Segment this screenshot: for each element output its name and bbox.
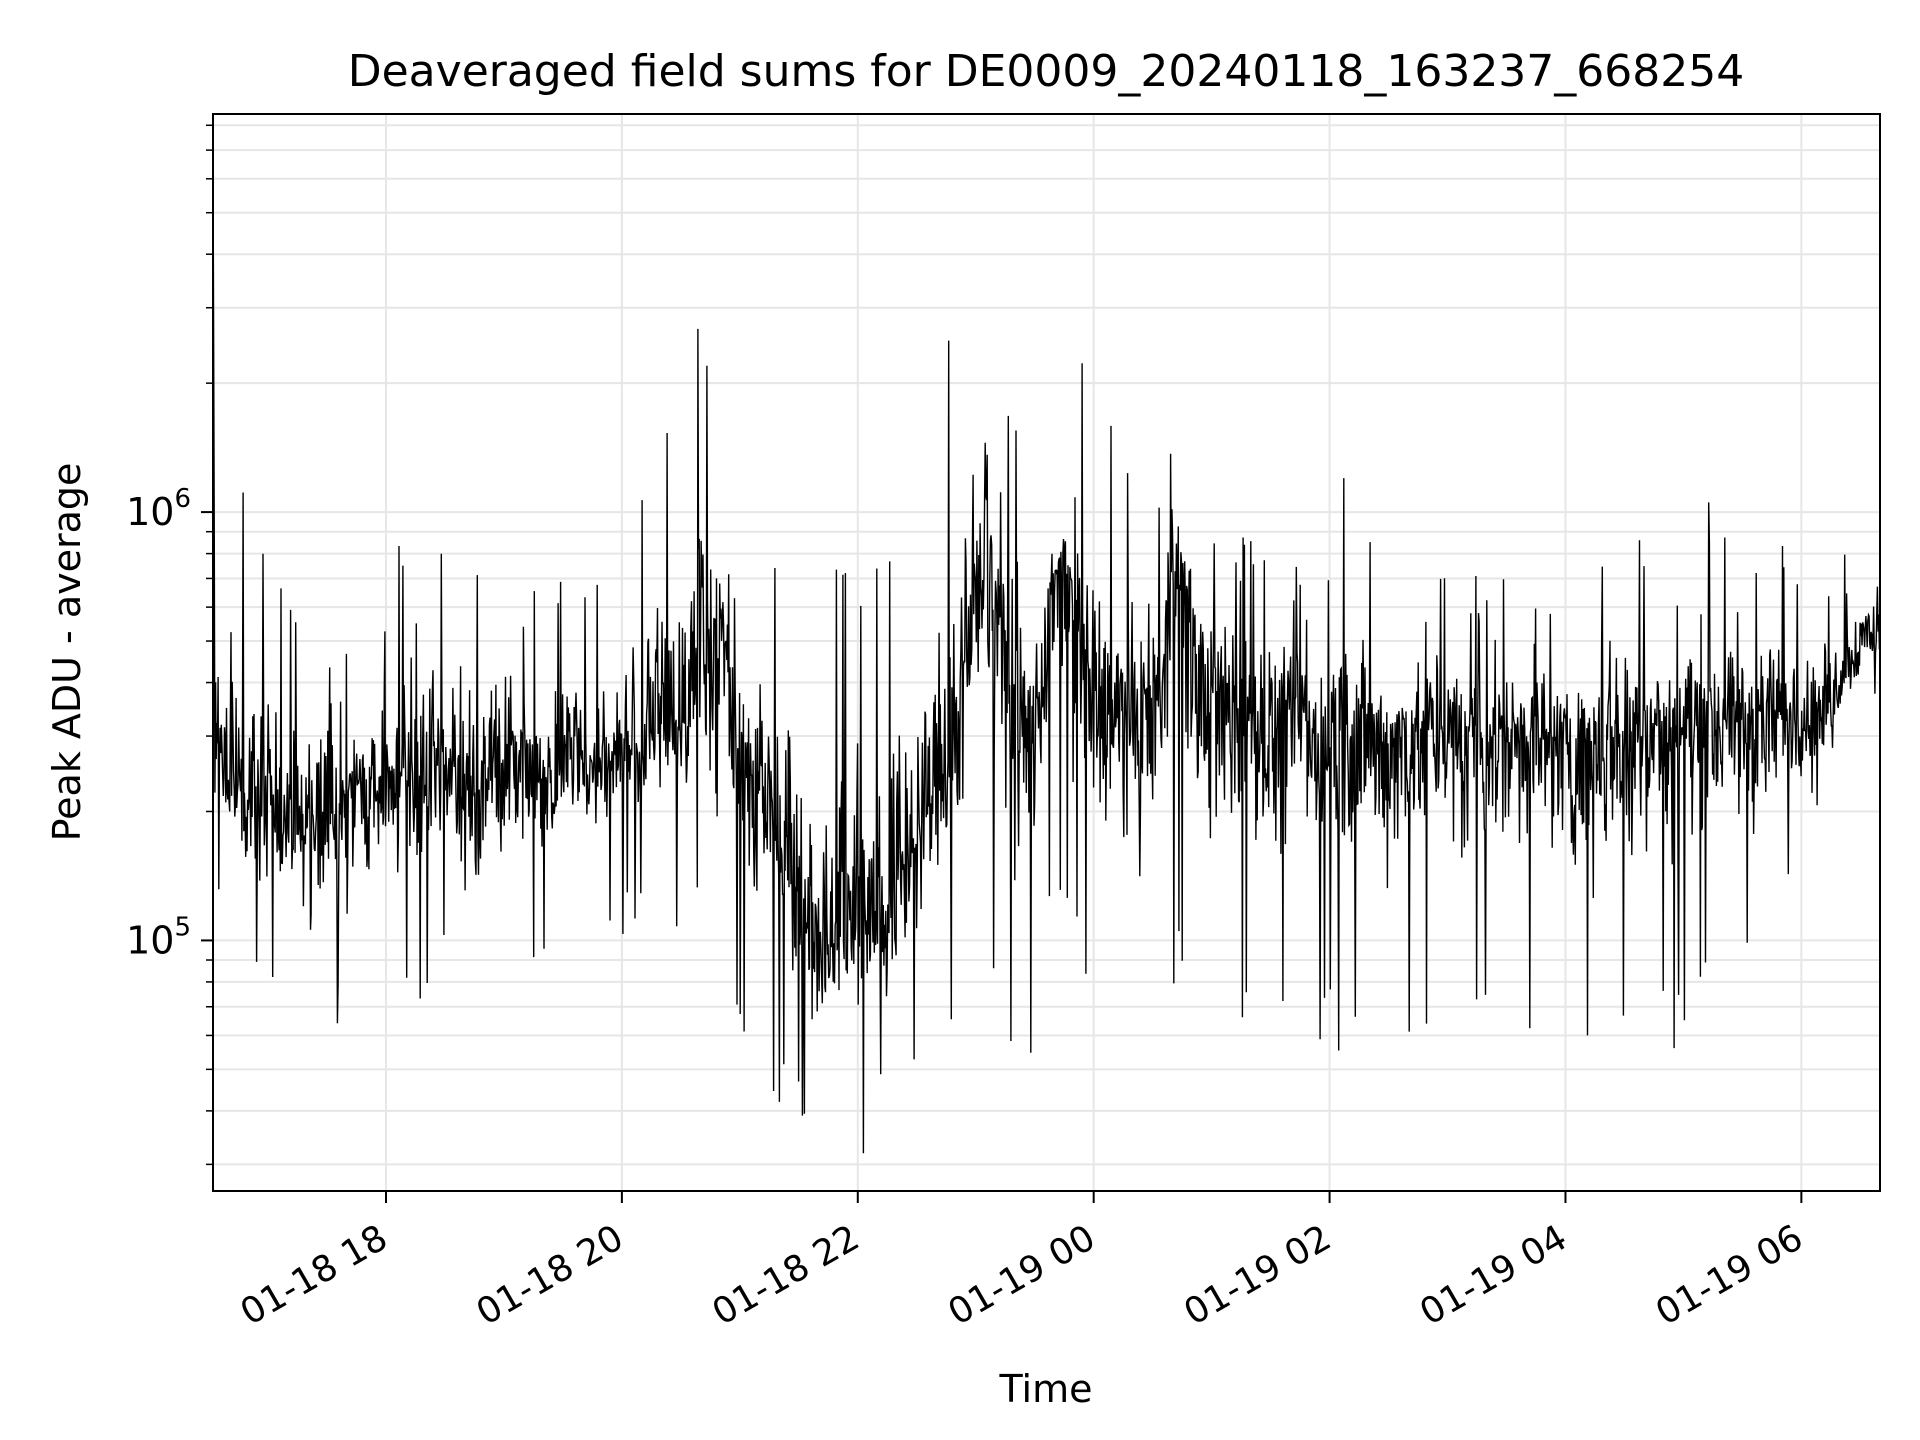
y-axis-ticks: 105 106 (126, 124, 213, 1166)
plot-frame (212, 113, 1881, 1192)
x-axis-label: Time (999, 1367, 1093, 1411)
major-gridlines (213, 114, 1880, 1191)
x-tick-label: 01-19 04 (1413, 1217, 1574, 1333)
y-axis-label: Peak ADU - average (45, 463, 89, 842)
x-tick-label: 01-18 22 (706, 1217, 867, 1333)
x-tick-label: 01-19 06 (1649, 1217, 1810, 1333)
chart-title: Deaveraged field sums for DE0009_2024011… (348, 46, 1745, 97)
x-axis-ticks: 01-18 18 01-18 20 01-18 22 01-19 00 01-19 02… (234, 1191, 1810, 1334)
x-tick-label: 01-19 02 (1177, 1217, 1338, 1333)
x-tick-label: 01-18 20 (470, 1217, 631, 1333)
y-tick-label: 106 (126, 484, 191, 534)
minor-gridlines (213, 124, 1880, 1166)
y-tick-label: 105 (126, 912, 191, 962)
series-layer (212, 155, 1881, 1154)
series-line (212, 155, 1881, 1154)
x-tick-label: 01-18 18 (234, 1217, 395, 1333)
x-tick-label: 01-19 00 (942, 1217, 1103, 1333)
